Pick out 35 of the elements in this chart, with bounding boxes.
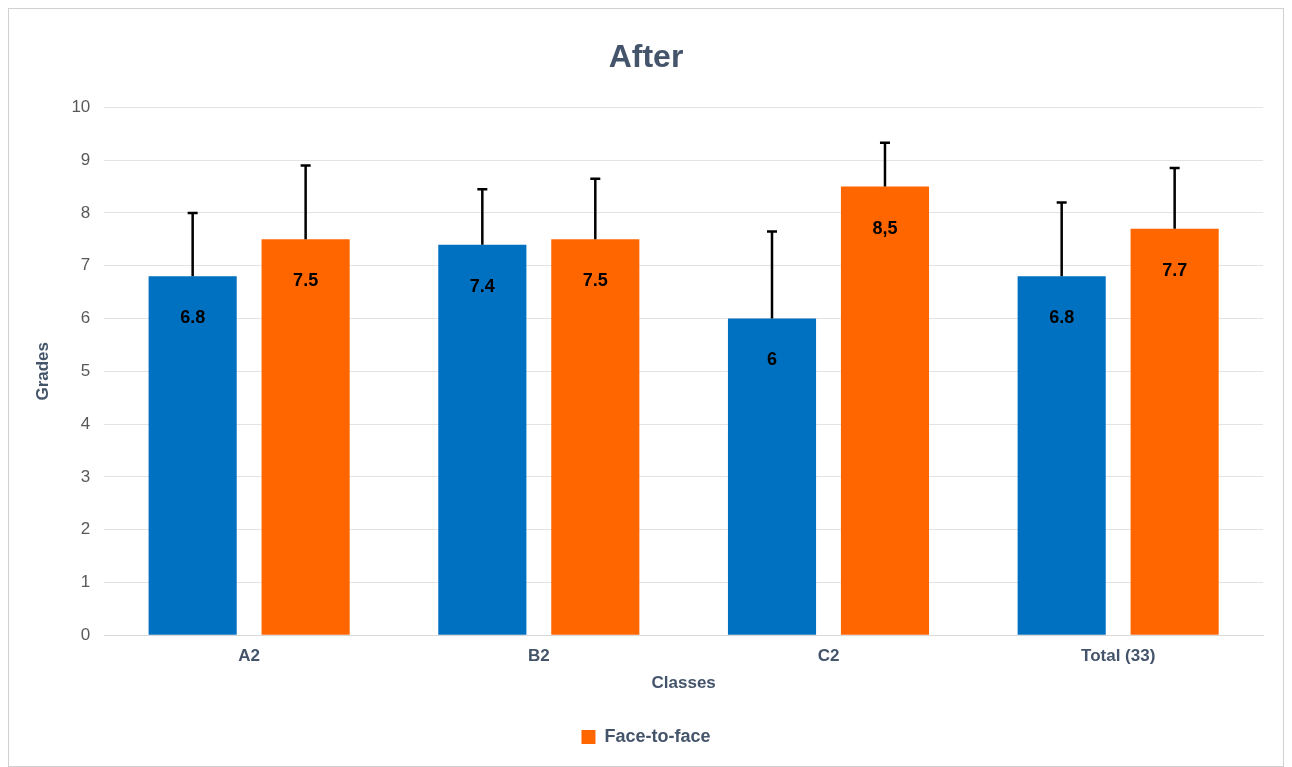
bar bbox=[1017, 276, 1106, 635]
data-label: 7.5 bbox=[293, 270, 319, 291]
bar bbox=[1130, 228, 1219, 635]
bar bbox=[840, 186, 930, 635]
x-tick-label: C2 bbox=[817, 646, 840, 666]
chart-title: After bbox=[608, 38, 684, 75]
y-axis-title: Grades bbox=[32, 342, 52, 401]
data-label: 7.7 bbox=[1162, 259, 1188, 280]
y-tick-label: 3 bbox=[80, 466, 91, 486]
data-label: 8,5 bbox=[872, 217, 898, 238]
x-tick-label: A2 bbox=[238, 646, 261, 666]
data-label: 6.8 bbox=[180, 307, 206, 328]
x-tick-label: Total (33) bbox=[1081, 646, 1156, 666]
bar bbox=[438, 244, 527, 635]
y-tick-label: 6 bbox=[80, 308, 91, 328]
x-tick-label: B2 bbox=[527, 646, 550, 666]
y-tick-label: 10 bbox=[71, 97, 91, 117]
y-tick-label: 8 bbox=[80, 202, 91, 222]
data-label: 7.4 bbox=[469, 275, 495, 296]
bar bbox=[727, 318, 817, 635]
data-label: 6 bbox=[767, 349, 778, 370]
y-tick-label: 4 bbox=[80, 413, 91, 433]
data-label: 7.5 bbox=[582, 270, 608, 291]
legend-label: Face-to-face bbox=[604, 725, 711, 746]
data-label: 6.8 bbox=[1049, 307, 1075, 328]
bar bbox=[261, 239, 350, 635]
bar bbox=[148, 276, 237, 635]
x-axis-title: Classes bbox=[651, 673, 716, 693]
y-tick-label: 1 bbox=[80, 572, 91, 592]
y-tick-label: 9 bbox=[80, 149, 91, 169]
bar bbox=[551, 239, 640, 635]
y-tick-label: 0 bbox=[80, 624, 91, 644]
y-tick-label: 2 bbox=[80, 519, 91, 539]
y-tick-label: 5 bbox=[80, 360, 91, 380]
y-tick-label: 7 bbox=[80, 255, 91, 275]
